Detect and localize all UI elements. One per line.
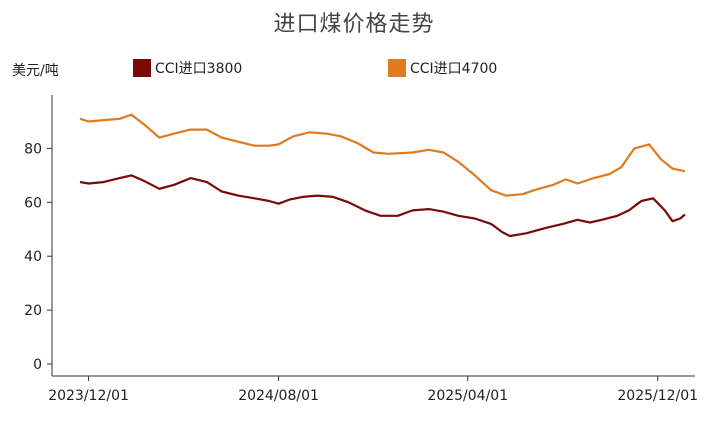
y-tick-label: 60: [24, 195, 42, 211]
legend-swatch-cci4700: [388, 59, 406, 77]
x-tick-label: 2024/08/01: [238, 388, 319, 404]
x-tick-label: 2025/12/01: [617, 388, 698, 404]
legend-item-cci3800[interactable]: CCI进口3800: [133, 58, 242, 78]
series-line-cci3800[interactable]: [79, 174, 686, 238]
x-tick-label: 2025/04/01: [427, 388, 508, 404]
y-tick-label: 0: [33, 357, 42, 373]
legend-label-cci4700: CCI进口4700: [410, 61, 498, 77]
chart-axes: 0 20 40 60 80 2023/12/01 2024/08/01 2025/04/01 2…: [24, 95, 698, 404]
series-line-cci4700[interactable]: [79, 113, 686, 197]
y-tick-label: 40: [24, 249, 42, 265]
chart-title: 进口煤价格走势: [273, 12, 435, 37]
y-axis-unit-label: 美元/吨: [12, 63, 59, 79]
x-tick-label: 2023/12/01: [48, 388, 129, 404]
y-tick-label: 20: [24, 303, 42, 319]
legend-swatch-cci3800: [133, 59, 151, 77]
chart-series: [79, 113, 686, 238]
legend-label-cci3800: CCI进口3800: [155, 61, 243, 77]
legend-item-cci4700[interactable]: CCI进口4700: [388, 58, 497, 78]
y-tick-label: 80: [24, 141, 42, 157]
